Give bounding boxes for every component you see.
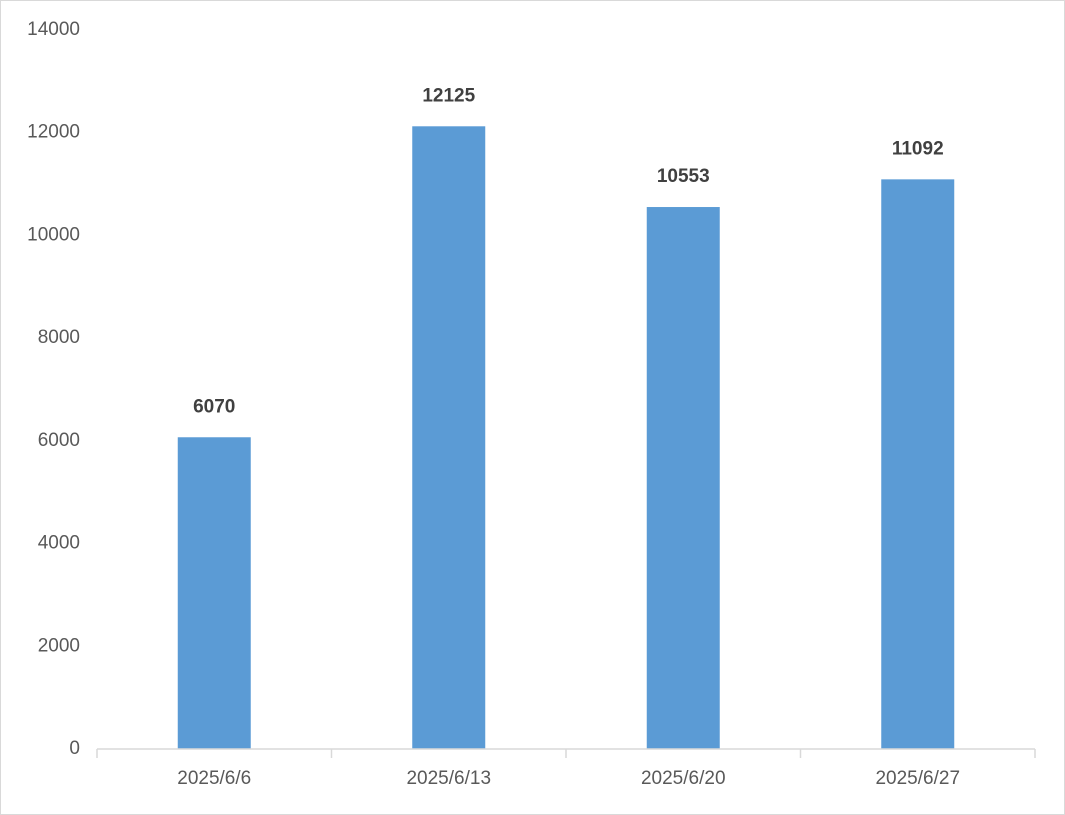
data-label: 12125 [422, 85, 475, 106]
y-tick-label: 6000 [38, 430, 80, 451]
x-tick-label: 2025/6/27 [875, 768, 960, 789]
bar [881, 179, 955, 750]
data-label: 11092 [892, 138, 944, 159]
y-tick-label: 4000 [38, 533, 80, 554]
x-tick-label: 2025/6/6 [177, 768, 251, 789]
y-tick-label: 10000 [27, 224, 80, 245]
x-tick-label: 2025/6/20 [641, 768, 726, 789]
data-label: 10553 [657, 166, 710, 187]
bar [177, 437, 251, 749]
bar [412, 126, 486, 750]
y-tick-label: 12000 [27, 122, 80, 143]
x-tick-label: 2025/6/13 [406, 768, 491, 789]
data-label: 6070 [193, 396, 235, 417]
y-tick-label: 2000 [38, 635, 80, 656]
y-tick-label: 14000 [27, 19, 80, 40]
y-tick-label: 0 [69, 738, 80, 759]
y-tick-label: 8000 [38, 327, 80, 348]
bar [646, 207, 720, 749]
